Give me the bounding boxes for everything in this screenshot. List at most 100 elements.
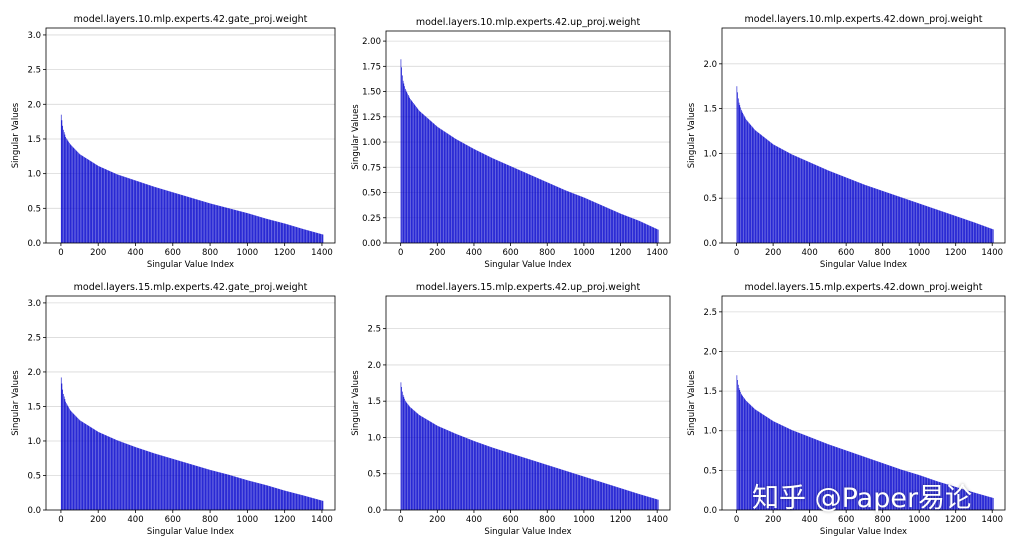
bar — [468, 439, 470, 510]
bar — [307, 496, 308, 510]
bar — [991, 228, 993, 243]
bar — [985, 495, 987, 510]
bar — [789, 153, 790, 243]
bar — [759, 133, 760, 243]
bar — [534, 176, 535, 243]
x-tick-label: 400 — [802, 515, 818, 525]
bar — [748, 122, 749, 243]
bar — [208, 469, 210, 510]
bar — [499, 449, 501, 510]
bar — [279, 489, 281, 510]
bar — [136, 447, 138, 510]
bar — [847, 178, 849, 243]
bar — [550, 466, 552, 510]
bar — [307, 496, 309, 510]
bar — [426, 117, 427, 243]
bar — [622, 214, 624, 243]
bar — [113, 438, 115, 510]
bar — [916, 202, 917, 243]
bar — [61, 120, 63, 243]
bar — [843, 449, 844, 510]
bar — [630, 491, 632, 510]
bar — [283, 490, 285, 510]
bar — [463, 437, 465, 510]
bar — [304, 495, 306, 510]
bar — [289, 492, 291, 510]
bar — [164, 189, 166, 243]
bar — [649, 497, 651, 510]
bar — [245, 479, 247, 510]
bar — [634, 492, 636, 510]
bar — [101, 433, 103, 510]
bar — [406, 402, 408, 510]
bar — [791, 154, 792, 243]
bar — [401, 386, 402, 510]
bar — [230, 475, 231, 510]
bar — [907, 471, 909, 510]
bar — [484, 154, 485, 243]
bar — [910, 200, 911, 243]
bar — [846, 450, 848, 510]
bar — [70, 144, 72, 243]
bar — [106, 435, 107, 510]
bar — [527, 458, 529, 510]
bar — [972, 221, 974, 243]
bar — [487, 156, 489, 243]
bar — [487, 446, 489, 510]
bar — [873, 187, 874, 243]
bar — [521, 456, 523, 510]
bar — [421, 112, 422, 243]
bar — [82, 422, 84, 510]
bar — [207, 202, 208, 243]
bar — [473, 440, 474, 510]
bar — [532, 175, 534, 243]
bar — [870, 187, 872, 243]
bar — [900, 469, 902, 510]
bar — [233, 476, 234, 510]
bar — [950, 214, 952, 243]
bar — [810, 162, 811, 243]
bar — [443, 428, 444, 510]
bar — [860, 183, 861, 243]
bar — [770, 419, 771, 510]
bar — [535, 461, 537, 510]
bar — [424, 115, 426, 243]
bar — [795, 431, 796, 510]
bar — [307, 230, 309, 243]
bar — [87, 425, 89, 510]
bar — [433, 123, 435, 243]
bar — [912, 473, 914, 510]
bar — [586, 198, 587, 243]
bar — [619, 488, 621, 510]
bar — [980, 224, 982, 243]
bar — [113, 172, 114, 243]
bar — [531, 460, 533, 510]
bar — [485, 154, 487, 243]
bar — [564, 189, 565, 243]
bar — [602, 205, 604, 243]
bar — [301, 228, 303, 243]
bar — [938, 481, 940, 510]
bar — [246, 212, 248, 243]
bar — [811, 163, 812, 243]
bar — [310, 231, 312, 243]
bar — [805, 160, 807, 243]
bar — [800, 433, 801, 510]
bar — [642, 495, 644, 510]
bar — [865, 185, 866, 243]
bar — [106, 169, 107, 243]
bar — [132, 179, 134, 243]
bar — [795, 431, 797, 510]
bar — [281, 222, 283, 243]
bar — [491, 157, 493, 243]
bar — [990, 228, 991, 243]
bar — [630, 217, 631, 243]
bar — [808, 436, 809, 510]
bar — [982, 495, 984, 510]
bar — [845, 177, 846, 243]
bar — [602, 482, 604, 510]
bar — [160, 188, 162, 243]
bar — [990, 497, 991, 510]
bar — [580, 196, 581, 243]
bar — [816, 165, 817, 243]
